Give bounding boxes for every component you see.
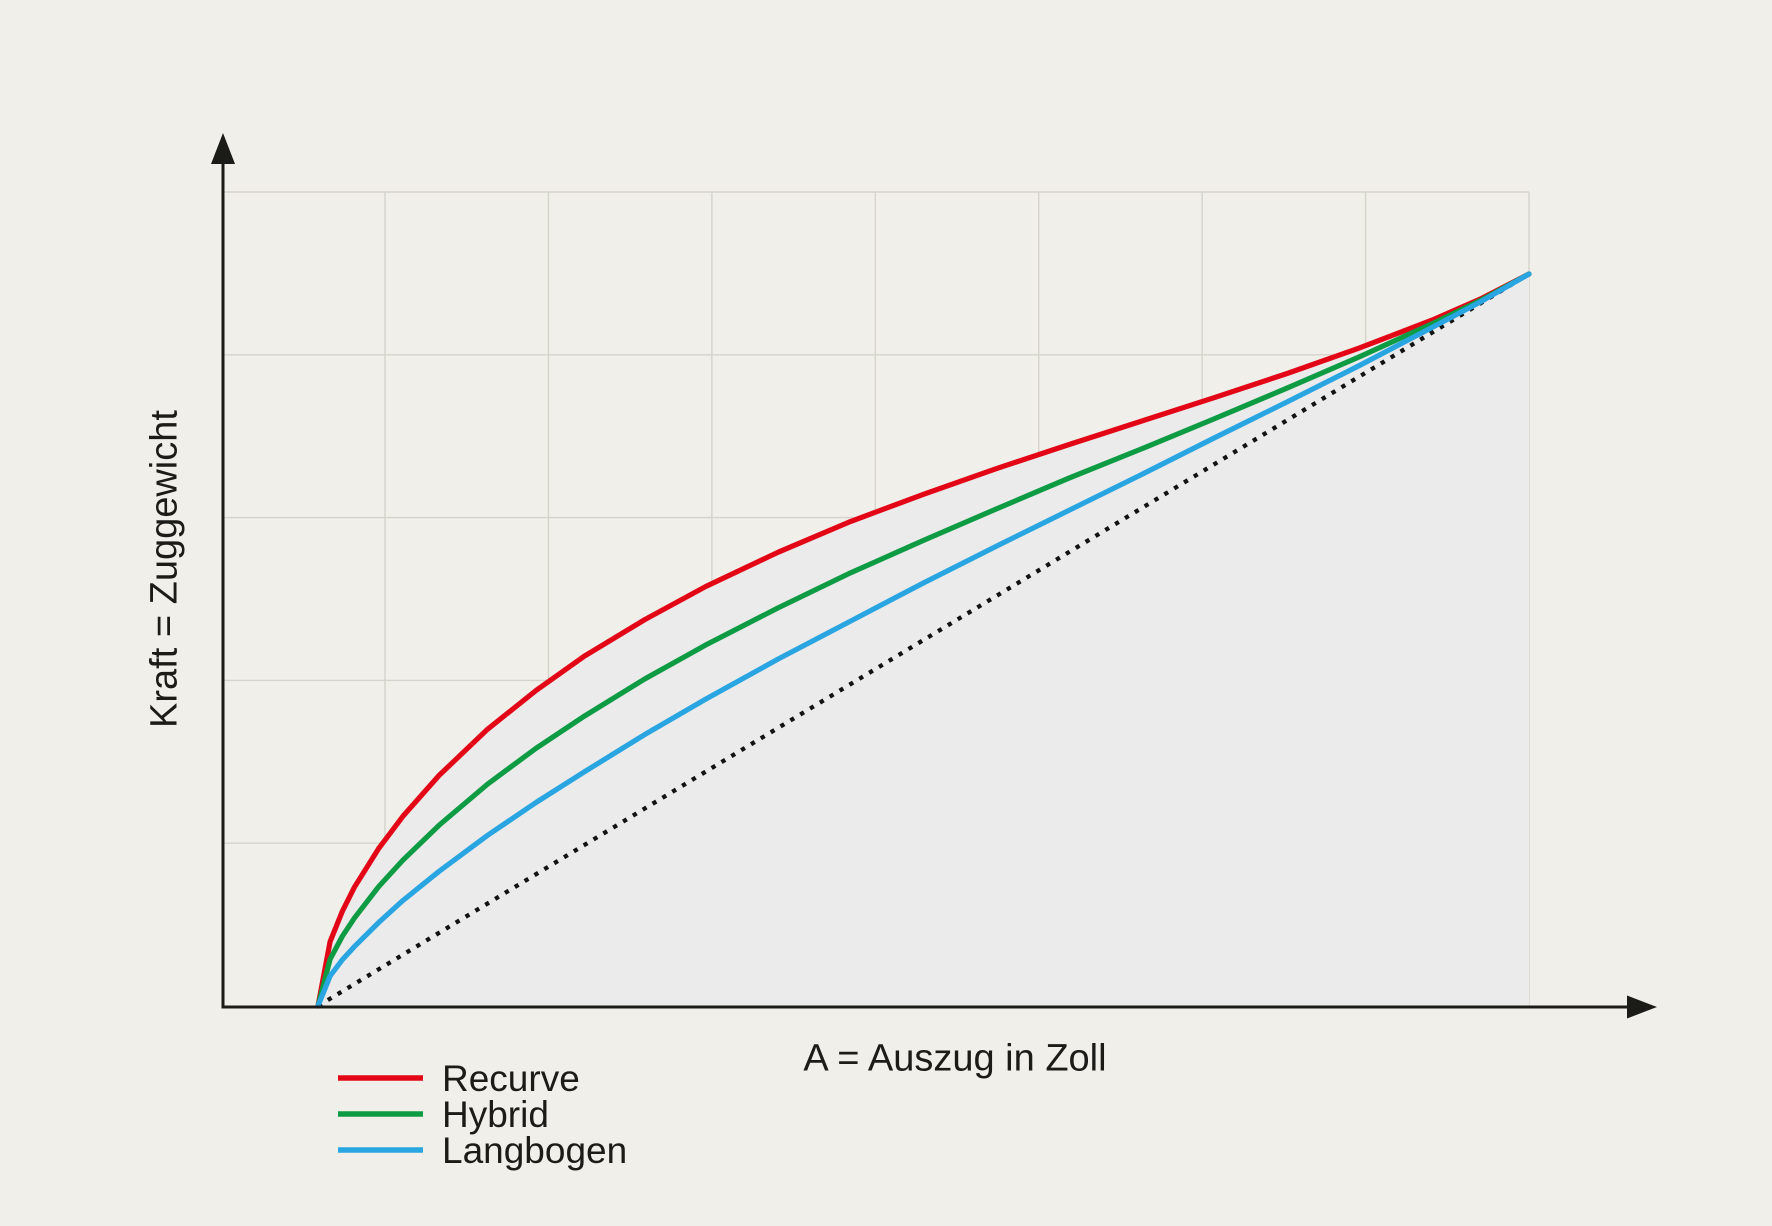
legend: Recurve Hybrid Langbogen [338, 1058, 627, 1171]
recurve-curve [315, 271, 1532, 1009]
legend-item-recurve: Recurve [338, 1058, 580, 1099]
x-axis-label: A = Auszug in Zoll [803, 1037, 1106, 1079]
langbogen-curve [315, 271, 1532, 1009]
y-axis-label: Kraft = Zuggewicht [143, 410, 185, 728]
hybrid-curve [315, 271, 1532, 1009]
x-axis-arrow-icon [1627, 995, 1657, 1019]
legend-item-langbogen: Langbogen [338, 1130, 627, 1171]
area-under-recurve-curve [318, 274, 1529, 1006]
legend-label-hybrid: Hybrid [442, 1094, 549, 1135]
legend-label-recurve: Recurve [442, 1058, 580, 1099]
legend-label-langbogen: Langbogen [442, 1130, 627, 1171]
legend-item-hybrid: Hybrid [338, 1094, 549, 1135]
y-axis-arrow-icon [211, 133, 235, 164]
